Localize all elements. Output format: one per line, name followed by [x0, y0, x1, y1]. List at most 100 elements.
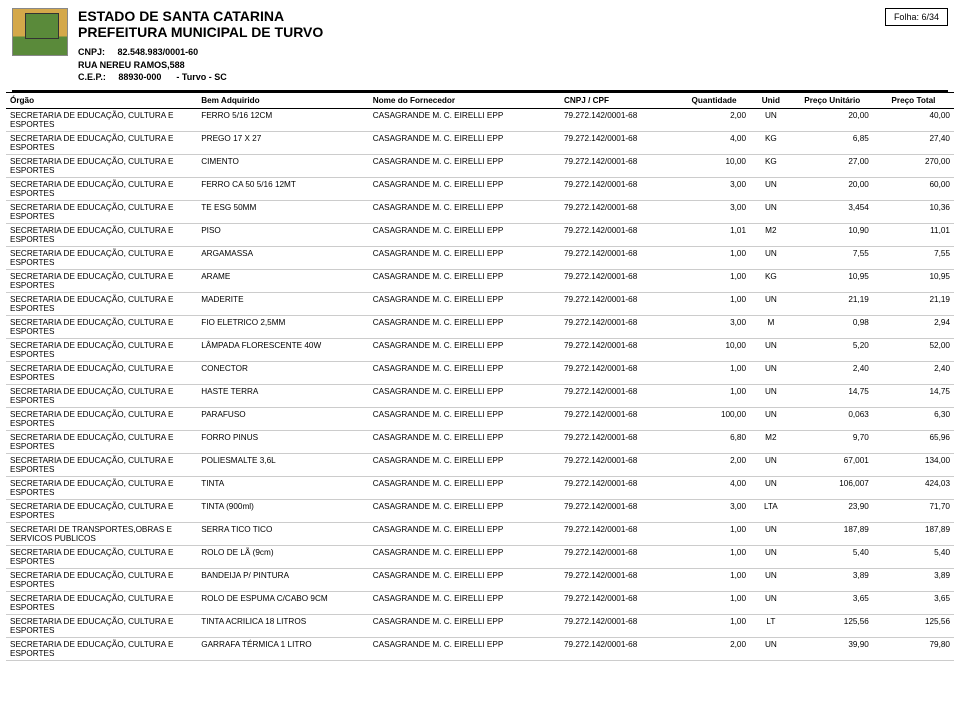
cell-preco-total: 21,19 — [873, 292, 954, 315]
cell-bem: PARAFUSO — [197, 407, 369, 430]
cell-preco-total: 270,00 — [873, 154, 954, 177]
cell-unid: UN — [750, 637, 792, 660]
col-cnpj: CNPJ / CPF — [560, 92, 678, 108]
cell-quantidade: 1,00 — [678, 522, 750, 545]
cell-preco-unit: 3,65 — [792, 591, 873, 614]
cell-preco-unit: 2,40 — [792, 361, 873, 384]
cell-preco-unit: 6,85 — [792, 131, 873, 154]
cell-bem: ROLO DE LÃ (9cm) — [197, 545, 369, 568]
cell-cnpj: 79.272.142/0001-68 — [560, 637, 678, 660]
table-row: SECRETARIA DE EDUCAÇÃO, CULTURA E ESPORT… — [6, 476, 954, 499]
cell-bem: MADERITE — [197, 292, 369, 315]
cell-fornecedor: CASAGRANDE M. C. EIRELLI EPP — [369, 384, 560, 407]
table-row: SECRETARI DE TRANSPORTES,OBRAS E SERVICO… — [6, 522, 954, 545]
cell-preco-total: 3,65 — [873, 591, 954, 614]
cell-quantidade: 1,00 — [678, 614, 750, 637]
cell-fornecedor: CASAGRANDE M. C. EIRELLI EPP — [369, 292, 560, 315]
cell-bem: POLIESMALTE 3,6L — [197, 453, 369, 476]
cell-orgao: SECRETARIA DE EDUCAÇÃO, CULTURA E ESPORT… — [6, 246, 197, 269]
cell-bem: ARAME — [197, 269, 369, 292]
state-title: ESTADO DE SANTA CATARINA — [78, 8, 885, 24]
cep-value: 88930-000 — [118, 72, 161, 82]
cell-preco-total: 65,96 — [873, 430, 954, 453]
cell-bem: HASTE TERRA — [197, 384, 369, 407]
cell-preco-total: 14,75 — [873, 384, 954, 407]
cell-quantidade: 4,00 — [678, 476, 750, 499]
cell-preco-unit: 14,75 — [792, 384, 873, 407]
cell-unid: KG — [750, 154, 792, 177]
cell-fornecedor: CASAGRANDE M. C. EIRELLI EPP — [369, 131, 560, 154]
table-row: SECRETARIA DE EDUCAÇÃO, CULTURA E ESPORT… — [6, 200, 954, 223]
cell-orgao: SECRETARIA DE EDUCAÇÃO, CULTURA E ESPORT… — [6, 384, 197, 407]
cell-orgao: SECRETARIA DE EDUCAÇÃO, CULTURA E ESPORT… — [6, 591, 197, 614]
cell-orgao: SECRETARIA DE EDUCAÇÃO, CULTURA E ESPORT… — [6, 453, 197, 476]
cell-fornecedor: CASAGRANDE M. C. EIRELLI EPP — [369, 223, 560, 246]
cell-cnpj: 79.272.142/0001-68 — [560, 223, 678, 246]
cell-bem: TINTA (900ml) — [197, 499, 369, 522]
cell-unid: UN — [750, 246, 792, 269]
cell-cnpj: 79.272.142/0001-68 — [560, 568, 678, 591]
cell-preco-total: 2,40 — [873, 361, 954, 384]
cell-bem: PISO — [197, 223, 369, 246]
cell-unid: UN — [750, 108, 792, 131]
cell-unid: UN — [750, 292, 792, 315]
cell-preco-unit: 0,063 — [792, 407, 873, 430]
table-row: SECRETARIA DE EDUCAÇÃO, CULTURA E ESPORT… — [6, 407, 954, 430]
cell-unid: M — [750, 315, 792, 338]
cell-preco-unit: 0,98 — [792, 315, 873, 338]
cell-quantidade: 1,00 — [678, 591, 750, 614]
cell-preco-total: 3,89 — [873, 568, 954, 591]
table-row: SECRETARIA DE EDUCAÇÃO, CULTURA E ESPORT… — [6, 614, 954, 637]
cell-fornecedor: CASAGRANDE M. C. EIRELLI EPP — [369, 246, 560, 269]
cell-cnpj: 79.272.142/0001-68 — [560, 430, 678, 453]
cell-quantidade: 1,00 — [678, 384, 750, 407]
cell-orgao: SECRETARIA DE EDUCAÇÃO, CULTURA E ESPORT… — [6, 361, 197, 384]
table-row: SECRETARIA DE EDUCAÇÃO, CULTURA E ESPORT… — [6, 246, 954, 269]
cell-quantidade: 4,00 — [678, 131, 750, 154]
cell-quantidade: 1,00 — [678, 568, 750, 591]
cell-fornecedor: CASAGRANDE M. C. EIRELLI EPP — [369, 545, 560, 568]
cell-preco-total: 424,03 — [873, 476, 954, 499]
cell-fornecedor: CASAGRANDE M. C. EIRELLI EPP — [369, 269, 560, 292]
cell-preco-unit: 39,90 — [792, 637, 873, 660]
cell-cnpj: 79.272.142/0001-68 — [560, 384, 678, 407]
cell-quantidade: 3,00 — [678, 200, 750, 223]
cell-orgao: SECRETARIA DE EDUCAÇÃO, CULTURA E ESPORT… — [6, 154, 197, 177]
cell-orgao: SECRETARIA DE EDUCAÇÃO, CULTURA E ESPORT… — [6, 614, 197, 637]
cell-unid: KG — [750, 269, 792, 292]
table-row: SECRETARIA DE EDUCAÇÃO, CULTURA E ESPORT… — [6, 338, 954, 361]
cell-preco-unit: 106,007 — [792, 476, 873, 499]
cell-fornecedor: CASAGRANDE M. C. EIRELLI EPP — [369, 568, 560, 591]
cell-preco-unit: 5,40 — [792, 545, 873, 568]
cell-cnpj: 79.272.142/0001-68 — [560, 545, 678, 568]
cell-cnpj: 79.272.142/0001-68 — [560, 108, 678, 131]
cell-orgao: SECRETARIA DE EDUCAÇÃO, CULTURA E ESPORT… — [6, 637, 197, 660]
cell-cnpj: 79.272.142/0001-68 — [560, 591, 678, 614]
cell-unid: UN — [750, 545, 792, 568]
col-fornecedor: Nome do Fornecedor — [369, 92, 560, 108]
cell-cnpj: 79.272.142/0001-68 — [560, 522, 678, 545]
cell-preco-total: 79,80 — [873, 637, 954, 660]
cep-label: C.E.P.: — [78, 72, 106, 82]
cell-bem: CIMENTO — [197, 154, 369, 177]
col-preco-total: Preço Total — [873, 92, 954, 108]
cell-preco-unit: 67,001 — [792, 453, 873, 476]
cell-preco-unit: 5,20 — [792, 338, 873, 361]
cell-bem: CONECTOR — [197, 361, 369, 384]
report-table: Órgão Bem Adquirido Nome do Fornecedor C… — [6, 92, 954, 661]
cell-preco-unit: 7,55 — [792, 246, 873, 269]
cell-quantidade: 1,01 — [678, 223, 750, 246]
cell-orgao: SECRETARIA DE EDUCAÇÃO, CULTURA E ESPORT… — [6, 568, 197, 591]
cell-cnpj: 79.272.142/0001-68 — [560, 246, 678, 269]
cell-bem: PREGO 17 X 27 — [197, 131, 369, 154]
folha-label: Folha: — [894, 12, 919, 22]
cell-quantidade: 3,00 — [678, 499, 750, 522]
cell-quantidade: 1,00 — [678, 269, 750, 292]
cell-preco-total: 11,01 — [873, 223, 954, 246]
page-number-box: Folha: 6/34 — [885, 8, 948, 26]
cell-preco-total: 60,00 — [873, 177, 954, 200]
cell-cnpj: 79.272.142/0001-68 — [560, 177, 678, 200]
cell-bem: GARRAFA TÉRMICA 1 LITRO — [197, 637, 369, 660]
cell-bem: TINTA ACRILICA 18 LITROS — [197, 614, 369, 637]
cell-unid: LT — [750, 614, 792, 637]
